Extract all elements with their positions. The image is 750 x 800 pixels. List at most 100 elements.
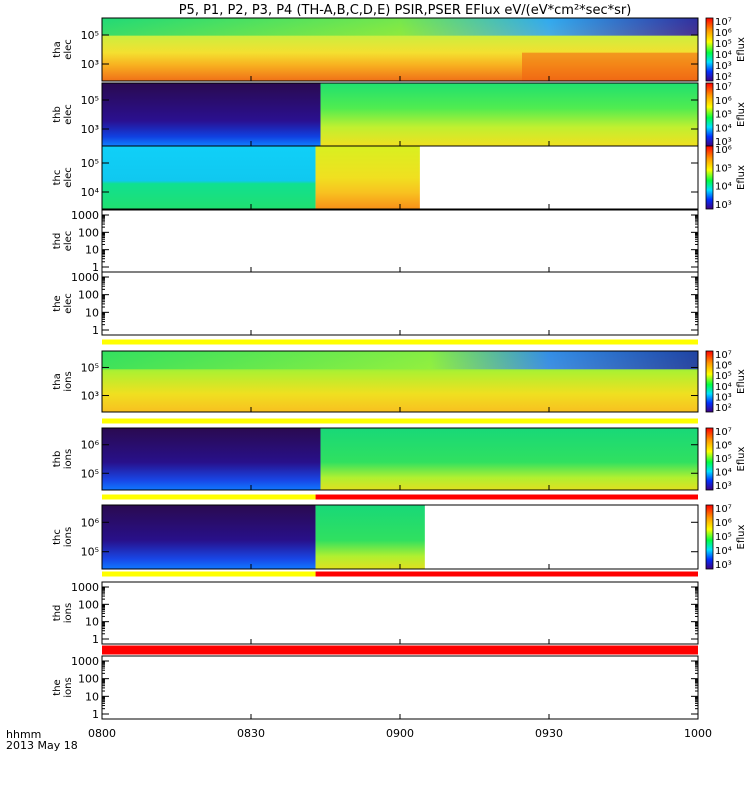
- colorbar-tick-label: 10⁷: [715, 504, 732, 515]
- y-tick-label: 10⁶: [81, 516, 100, 529]
- y-tick-label: 100: [78, 289, 99, 302]
- heatmap-thc-ions: [102, 505, 425, 569]
- date-label: 2013 May 18: [6, 739, 78, 752]
- time-label: hhmm: [6, 728, 41, 741]
- heatmap-fill-right: [315, 505, 425, 569]
- y-tick-label: 1: [92, 708, 99, 721]
- heatmap-thc-elec: [102, 146, 420, 209]
- status-bar-segment: [315, 494, 698, 500]
- y-tick-label: 10³: [81, 123, 99, 136]
- panel-the-elec: 1000 100 10 1 theelec: [52, 271, 699, 337]
- y-label-thb-ions: thbions: [52, 449, 74, 469]
- colorbar-scale: [705, 350, 714, 413]
- y-tick-label: 10⁵: [81, 361, 99, 374]
- heatmap-fill-top: [102, 18, 698, 36]
- colorbar-tick-label: 10⁷: [715, 17, 732, 28]
- panel-thc-ions: 10⁶ 10⁵ thcions 10⁷ 10⁶ 10⁵ 10⁴ 10³ Eflux: [52, 504, 747, 571]
- status-bar-segment: [102, 571, 316, 577]
- colorbar-tick-label: 10⁵: [715, 110, 732, 121]
- y-tick-label: 100: [78, 226, 99, 239]
- heatmap-fill-hot: [522, 52, 698, 81]
- colorbar-tick-label: 10²: [715, 72, 732, 83]
- colorbar-label: Eflux: [736, 102, 747, 127]
- colorbar-tick-label: 10⁶: [715, 441, 732, 452]
- y-label-thc-ions: thcions: [52, 527, 74, 547]
- colorbar-tick-label: 10⁴: [715, 50, 732, 61]
- heatmap-tha-ions: [102, 351, 698, 412]
- y-tick-label: 100: [78, 673, 99, 686]
- y-label-species: ions: [63, 371, 74, 391]
- colorbar-scale: [705, 145, 714, 210]
- y-label-probe: tha: [52, 41, 63, 57]
- panel-thb-ions: 10⁶ 10⁵ thbions 10⁷ 10⁶ 10⁵ 10⁴ 10³ Eflux: [52, 427, 747, 492]
- y-tick-label: 1: [92, 324, 99, 337]
- y-label-species: elec: [63, 104, 74, 125]
- panel-thb-elec: 10⁵ 10³ thbelec 10⁷ 10⁶ 10⁵ 10⁴ 10³ Eflux: [52, 82, 747, 148]
- x-tick-label: 0900: [386, 727, 414, 740]
- y-tick-label: 1000: [71, 209, 99, 222]
- panel-thc-elec: 10⁵ 10⁴ thcelec 10⁶ 10⁵ 10⁴ 10³ Eflux: [52, 145, 747, 211]
- heatmap-fill-left: [102, 428, 321, 490]
- y-label-thd-ions: thdions: [52, 603, 74, 623]
- y-tick-label: 1: [92, 633, 99, 646]
- colorbar-tick-label: 10⁵: [715, 454, 732, 465]
- colorbar-tick-label: 10³: [715, 61, 732, 72]
- y-tick-label: 10⁴: [81, 186, 100, 199]
- heatmap-tha-elec: [102, 18, 698, 81]
- y-tick-label: 10³: [81, 58, 99, 71]
- colorbar-thb-elec: 10⁷ 10⁶ 10⁵ 10⁴ 10³ Eflux: [705, 82, 747, 148]
- y-label-probe: thc: [52, 529, 63, 545]
- heatmap-fill-right: [320, 83, 698, 146]
- y-label-species: ions: [63, 677, 74, 697]
- y-tick-label: 1000: [71, 271, 99, 284]
- y-tick-label: 10³: [81, 390, 99, 403]
- status-bar-segment: [315, 571, 698, 577]
- colorbar-tick-label: 10⁴: [715, 123, 732, 134]
- colorbar-tick-label: 10³: [715, 200, 732, 211]
- panel-the-ions: 1000 100 10 1 theions: [52, 655, 699, 721]
- colorbar-tick-label: 10⁷: [715, 350, 732, 361]
- colorbar-tick-label: 10⁴: [715, 468, 732, 479]
- colorbar-tick-label: 10⁵: [715, 39, 732, 50]
- y-tick-label: 10⁵: [81, 546, 99, 559]
- status-bar-the-ions: [102, 649, 698, 655]
- colorbar-tick-label: 10⁴: [715, 382, 732, 393]
- status-bar-tha-ions: [102, 418, 698, 424]
- y-tick-label: 10: [85, 616, 99, 629]
- y-label-species: elec: [63, 231, 74, 252]
- heatmap-fill-top: [102, 351, 698, 370]
- y-label-probe: tha: [52, 373, 63, 389]
- colorbar-tick-label: 10⁵: [715, 163, 732, 174]
- x-tick-label: 0930: [535, 727, 563, 740]
- y-tick-label: 10: [85, 244, 99, 257]
- colorbar-label: Eflux: [736, 37, 747, 62]
- colorbar-tick-label: 10²: [715, 403, 732, 414]
- colorbar-tick-label: 10⁶: [715, 518, 732, 529]
- colorbar-tick-label: 10⁷: [715, 82, 732, 93]
- status-bar-segment: [102, 649, 698, 655]
- y-label-probe: the: [52, 679, 63, 695]
- y-label-probe: thc: [52, 170, 63, 186]
- colorbar-label: Eflux: [736, 369, 747, 394]
- colorbar-tick-label: 10⁶: [715, 145, 732, 156]
- y-label-thb-elec: thbelec: [52, 104, 74, 125]
- panel-thd-elec: 1000 100 10 1 thdelec: [52, 209, 699, 274]
- y-label-species: elec: [63, 167, 74, 188]
- heatmap-fill-left: [102, 146, 316, 209]
- y-tick-label: 10⁵: [81, 94, 99, 107]
- status-bar-thd-ions: [102, 645, 698, 651]
- heatmap-thb-ions: [102, 428, 698, 490]
- y-label-species: elec: [63, 293, 74, 314]
- panel-frame: [101, 581, 699, 645]
- status-bar-segment: [102, 645, 698, 651]
- colorbar-scale: [705, 17, 714, 82]
- panel-frame: [101, 209, 699, 273]
- status-bar-thc-ions: [102, 571, 698, 577]
- figure-title: P5, P1, P2, P3, P4 (TH-A,B,C,D,E) PSIR,P…: [179, 3, 632, 18]
- heatmap-fill-right: [320, 428, 698, 490]
- y-tick-label: 10: [85, 306, 99, 319]
- colorbar-scale: [705, 427, 714, 491]
